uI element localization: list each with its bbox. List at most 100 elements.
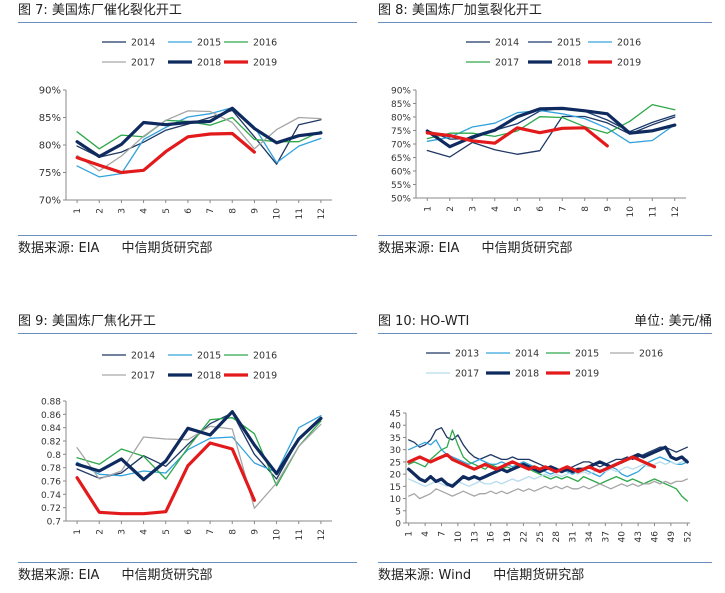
y-tick-label: 0.8 (47, 451, 62, 461)
panel-source: 数据来源: EIA 中信期货研究部 (18, 235, 357, 259)
legend-label-2017: 2017 (495, 58, 519, 69)
y-tick-label: 60% (391, 168, 411, 178)
legend-label-2014: 2014 (131, 351, 155, 362)
x-tick-label: 9 (250, 208, 260, 214)
source-org: 中信期货研究部 (493, 568, 585, 583)
panel-unit: 单位: 美元/桶 (634, 314, 712, 329)
y-tick-label: 0 (395, 520, 401, 530)
legend-label-2018: 2018 (557, 58, 581, 69)
chart-fig10: 2013 2014 2015 2016 2017 2018 2019 0 5 10 15 20 25 30… (390, 349, 694, 543)
series-line-2017 (426, 103, 676, 140)
panel-title: 图 9: 美国炼厂焦化开工 (18, 311, 357, 334)
x-tick-label: 11 (648, 206, 658, 217)
y-tick-label: 15 (390, 483, 401, 493)
x-tick-label: 31 (569, 531, 579, 542)
legend-label-2016: 2016 (253, 38, 277, 49)
x-tick-label: 10 (273, 529, 283, 541)
y-tick-label: 0.82 (41, 438, 61, 448)
series-line-2014 (426, 115, 676, 158)
y-tick-label: 0.74 (41, 491, 61, 501)
panel-fig8: 图 8: 美国炼厂加氢裂化开工 2014 2015 2016 2017 2018 2019… (378, 0, 712, 268)
legend-label-2019: 2019 (253, 58, 277, 69)
chart-fig8: 2014 2015 2016 2017 2018 2019 50% 55% 60% 65% 70% 7… (391, 38, 686, 218)
y-tick-label: 20 (390, 471, 402, 481)
x-tick-label: 12 (671, 206, 681, 217)
source-label: 数据来源: Wind (378, 568, 472, 583)
legend-label-2019: 2019 (617, 58, 641, 69)
series-line-2016 (426, 109, 676, 144)
x-tick-label: 22 (519, 531, 529, 542)
legend-label-2014: 2014 (515, 349, 539, 360)
x-tick-label: 1 (405, 531, 415, 537)
series-line-2015 (76, 415, 322, 477)
x-tick-label: 4 (421, 531, 431, 537)
panel-source: 数据来源: Wind 中信期货研究部 (378, 562, 712, 586)
panel-title: 图 10: HO-WTI 单位: 美元/桶 (378, 311, 712, 334)
y-tick-label: 10 (390, 495, 402, 505)
x-tick-label: 6 (184, 529, 194, 535)
legend-label-2019: 2019 (575, 369, 599, 380)
x-tick-label: 2 (446, 206, 456, 212)
legend-label-2014: 2014 (495, 38, 519, 49)
y-tick-label: 0.7 (47, 518, 61, 528)
y-tick-label: 75% (391, 127, 411, 137)
x-tick-label: 1 (423, 206, 433, 212)
x-tick-label: 28 (552, 531, 562, 543)
y-tick-label: 0.84 (41, 424, 61, 434)
y-tick-label: 80% (39, 141, 61, 152)
y-tick-label: 0.72 (41, 504, 61, 514)
x-tick-label: 8 (228, 208, 238, 214)
legend-label-2016: 2016 (253, 351, 277, 362)
y-tick-label: 80% (391, 114, 411, 124)
x-tick-label: 10 (626, 206, 636, 218)
series-line-2019 (75, 131, 256, 175)
panel-fig7: 图 7: 美国炼厂催化裂化开工 2014 2015 2016 2017 2018 2019… (18, 0, 357, 268)
x-tick-label: 1 (73, 208, 83, 214)
legend-label-2015: 2015 (575, 349, 599, 360)
x-tick-label: 8 (228, 529, 238, 535)
legend-label-2015: 2015 (197, 38, 221, 49)
x-tick-label: 12 (317, 208, 327, 219)
y-tick-label: 25 (390, 458, 401, 468)
chart-fig7: 2014 2015 2016 2017 2018 2019 70% 75% 80% 85% 90% 1… (39, 38, 332, 219)
y-tick-label: 85% (391, 100, 411, 110)
y-tick-label: 85% (39, 113, 61, 124)
panel-title: 图 8: 美国炼厂加氢裂化开工 (378, 0, 712, 23)
legend-label-2018: 2018 (197, 371, 221, 382)
x-tick-label: 7 (206, 529, 216, 535)
source-org: 中信期货研究部 (121, 241, 213, 256)
x-tick-label: 2 (95, 529, 105, 535)
y-tick-label: 5 (395, 507, 401, 517)
x-tick-label: 16 (487, 531, 497, 543)
x-tick-label: 7 (558, 206, 568, 212)
panel-source: 数据来源: EIA 中信期货研究部 (378, 235, 712, 259)
panel-fig10: 图 10: HO-WTI 单位: 美元/桶 2013 2014 2015 2016 201… (378, 311, 712, 591)
x-tick-label: 5 (162, 529, 172, 535)
x-tick-label: 5 (513, 206, 523, 212)
source-label: 数据来源: EIA (18, 241, 100, 256)
x-tick-label: 43 (634, 531, 644, 542)
x-tick-label: 4 (491, 206, 501, 212)
source-org: 中信期货研究部 (481, 241, 573, 256)
series-line-2015 (408, 429, 688, 502)
x-tick-label: 37 (601, 531, 611, 542)
legend-label-2018: 2018 (197, 58, 221, 69)
x-tick-label: 11 (295, 529, 305, 540)
x-tick-label: 9 (250, 529, 260, 535)
legend-label-2016: 2016 (639, 349, 663, 360)
x-tick-label: 10 (454, 531, 464, 543)
x-tick-label: 3 (468, 206, 478, 212)
y-tick-label: 65% (391, 154, 411, 164)
x-tick-label: 52 (683, 531, 693, 542)
x-tick-label: 11 (295, 208, 305, 219)
source-label: 数据来源: EIA (378, 241, 460, 256)
x-tick-label: 49 (667, 531, 677, 543)
y-tick-label: 30 (390, 446, 402, 456)
y-tick-label: 70% (39, 196, 61, 207)
panel-title-text: 图 9: 美国炼厂焦化开工 (18, 314, 156, 329)
legend-label-2014: 2014 (131, 38, 155, 49)
x-tick-label: 13 (470, 531, 480, 542)
x-tick-label: 6 (536, 206, 546, 212)
y-tick-label: 55% (391, 181, 411, 191)
x-tick-label: 19 (503, 531, 513, 543)
